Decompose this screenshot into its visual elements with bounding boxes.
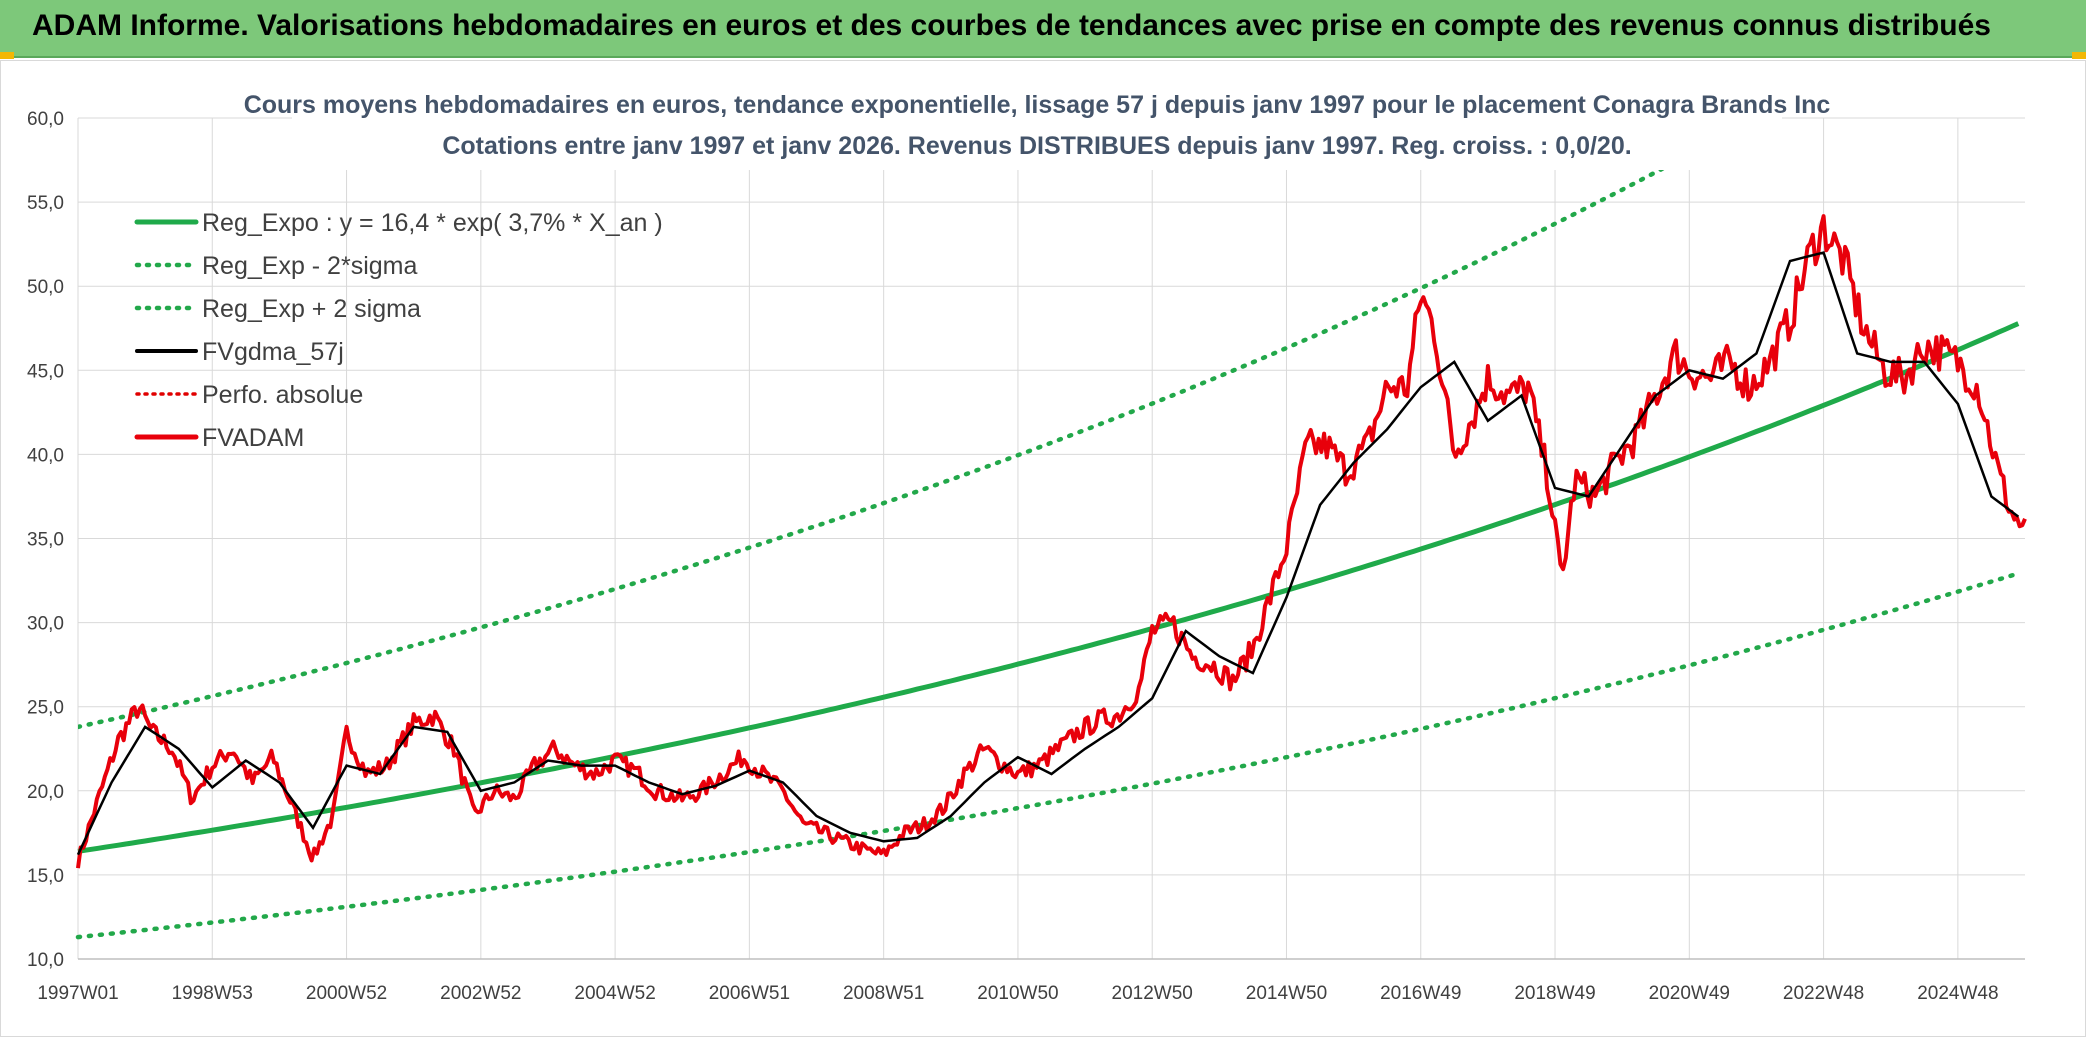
x-tick-label: 2022W48 — [1783, 983, 1864, 1004]
title-background — [292, 86, 1782, 170]
x-axis-ticks: 1997W01 1998W53 2000W52 2002W52 2004W52 2006W… — [37, 983, 1998, 1004]
x-tick-label: 2020W49 — [1649, 983, 1730, 1004]
reg-exp-plus-2sigma-line — [78, 114, 1768, 730]
y-tick-label: 25,0 — [27, 698, 64, 719]
x-tick-label: 2012W50 — [1112, 983, 1193, 1004]
corner-marker-right — [2072, 52, 2086, 59]
y-tick-label: 45,0 — [27, 361, 64, 382]
legend-label: Reg_Exp - 2*sigma — [202, 252, 417, 280]
series-lines — [75, 114, 2027, 940]
x-tick-label: 2014W50 — [1246, 983, 1327, 1004]
x-tick-label: 2002W52 — [440, 983, 521, 1004]
y-tick-label: 40,0 — [27, 445, 64, 466]
reg-expo-line — [77, 321, 2020, 854]
report-banner: ADAM Informe. Valorisations hebdomadaire… — [0, 0, 2086, 58]
y-tick-label: 50,0 — [27, 277, 64, 298]
fvadam-line — [76, 214, 2027, 869]
legend-label: Reg_Exp + 2 sigma — [202, 295, 421, 323]
x-tick-label: 1998W53 — [172, 983, 253, 1004]
y-tick-label: 10,0 — [27, 950, 64, 971]
x-tick-label: 2000W52 — [306, 983, 387, 1004]
x-tick-label: 2006W51 — [709, 983, 790, 1004]
corner-marker-left — [0, 52, 14, 59]
y-tick-label: 35,0 — [27, 530, 64, 551]
y-tick-label: 15,0 — [27, 866, 64, 887]
legend-label: Reg_Expo : y = 16,4 * exp( 3,7% * X_an ) — [202, 209, 663, 237]
chart-title-line-2: Cotations entre janv 1997 et janv 2026. … — [442, 132, 1631, 160]
x-tick-label: 2010W50 — [977, 983, 1058, 1004]
legend-label: Perfo. absolue — [202, 381, 363, 409]
fvgdma-line — [76, 251, 2020, 856]
x-tick-label: 2018W49 — [1514, 983, 1595, 1004]
y-tick-label: 30,0 — [27, 614, 64, 635]
x-tick-label: 2024W48 — [1917, 983, 1998, 1004]
legend-label: FVADAM — [202, 424, 304, 452]
y-tick-label: 60,0 — [27, 109, 64, 130]
y-tick-label: 55,0 — [27, 193, 64, 214]
chart-title-line-1: Cours moyens hebdomadaires en euros, ten… — [244, 91, 1831, 119]
legend: Reg_Expo : y = 16,4 * exp( 3,7% * X_an )… — [134, 209, 663, 452]
legend-label: FVgdma_57j — [202, 338, 344, 366]
x-tick-label: 2008W51 — [843, 983, 924, 1004]
reg-exp-minus-2sigma-line — [75, 571, 2021, 940]
y-tick-label: 20,0 — [27, 782, 64, 803]
x-tick-label: 2016W49 — [1380, 983, 1461, 1004]
x-tick-label: 2004W52 — [574, 983, 655, 1004]
x-tick-label: 1997W01 — [37, 983, 118, 1004]
report-title: ADAM Informe. Valorisations hebdomadaire… — [32, 9, 1991, 42]
grid-lines — [77, 117, 2025, 960]
y-axis-ticks: 10,0 15,0 20,0 25,0 30,0 35,0 40,0 45,0 50,0 55,0… — [27, 109, 64, 971]
